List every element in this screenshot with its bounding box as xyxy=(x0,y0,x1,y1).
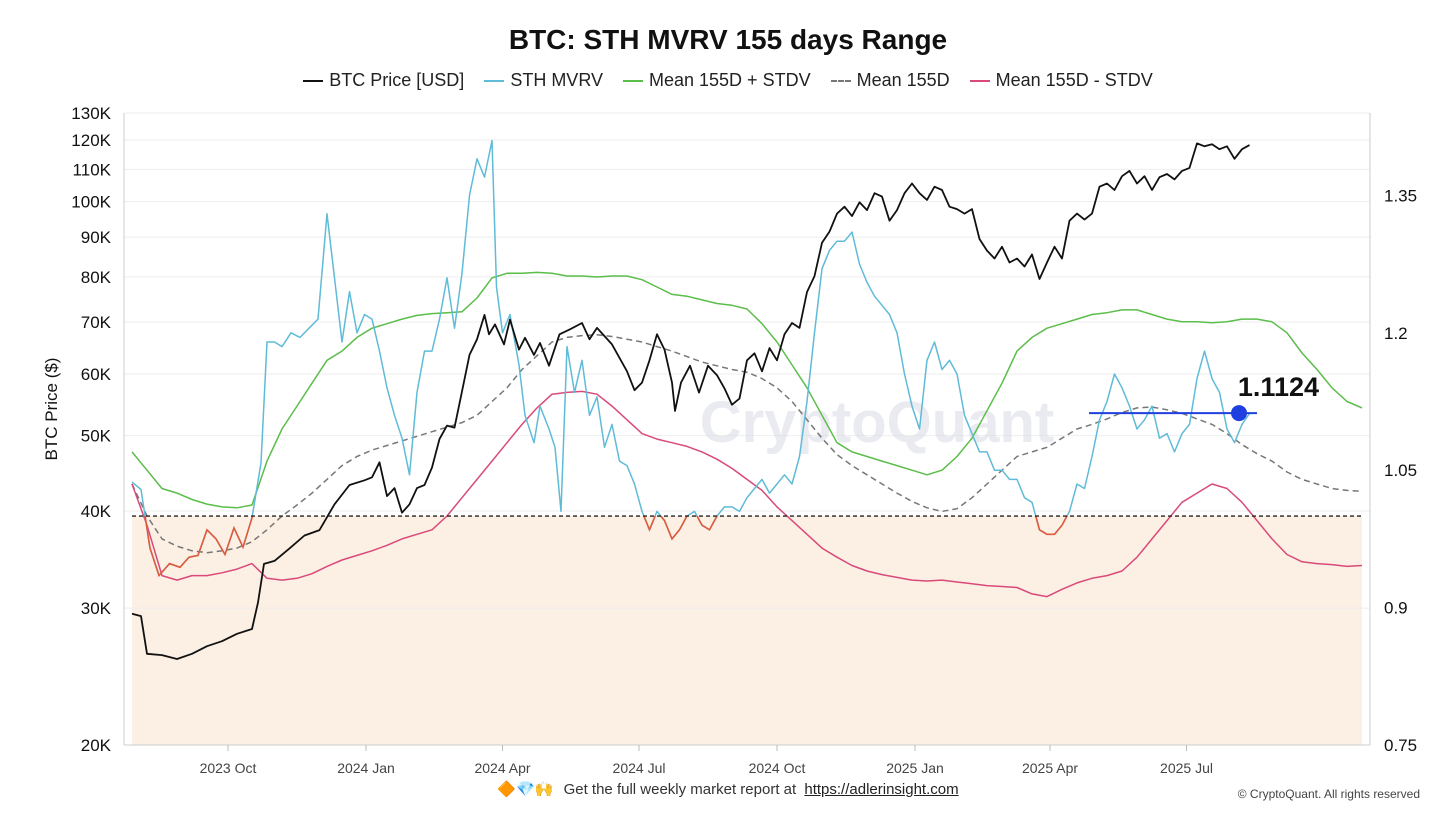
legend-item-btc-price[interactable]: BTC Price [USD] xyxy=(303,70,464,91)
left-tick-label: 110K xyxy=(73,160,112,179)
legend-label-btc-price: BTC Price [USD] xyxy=(329,70,465,90)
x-tick-label: 2025 Jan xyxy=(886,760,944,776)
right-tick-label: 1.35 xyxy=(1384,186,1417,205)
btc-price-line xyxy=(131,142,1250,660)
legend-item-sth-mvrv[interactable]: STH MVRV xyxy=(484,70,603,91)
right-tick-label: 0.75 xyxy=(1384,736,1417,755)
left-tick-label: 120K xyxy=(71,131,111,150)
legend-swatch-mean xyxy=(830,79,851,82)
footer-link[interactable]: https://adlerinsight.com xyxy=(804,781,959,798)
footer: 🔶💎🙌 Get the full weekly market report at… xyxy=(0,780,1456,798)
legend-label-mean: Mean 155D xyxy=(856,70,950,90)
x-tick-label: 2024 Jan xyxy=(337,760,395,776)
legend-swatch-btc-price xyxy=(303,79,324,82)
left-tick-label: 80K xyxy=(81,268,112,287)
y-axis-label: BTC Price ($) xyxy=(42,358,61,461)
sth-mvrv-line xyxy=(131,139,1251,577)
latest-value-dot xyxy=(1231,405,1247,422)
legend-label-mean-plus-stdv: Mean 155D + STDV xyxy=(649,70,811,90)
mean-plus-stdv-line xyxy=(131,271,1363,509)
left-tick-label: 100K xyxy=(71,193,111,212)
left-tick-label: 20K xyxy=(81,736,112,755)
x-tick-label: 2025 Jul xyxy=(1160,760,1213,776)
x-tick-label: 2024 Apr xyxy=(474,760,530,776)
left-tick-label: 70K xyxy=(81,313,112,332)
x-tick-label: 2023 Oct xyxy=(200,760,257,776)
chart-title: BTC: STH MVRV 155 days Range xyxy=(508,24,948,55)
left-tick-label: 30K xyxy=(81,599,112,618)
sth-mvrv-below-threshold-line xyxy=(144,516,1068,578)
legend: BTC Price [USD] STH MVRV Mean 155D + STD… xyxy=(0,70,1456,91)
copyright: © CryptoQuant. All rights reserved xyxy=(1237,787,1420,801)
x-tick-label: 2024 Oct xyxy=(749,760,806,776)
legend-swatch-sth-mvrv xyxy=(484,79,505,82)
left-tick-label: 40K xyxy=(81,502,112,521)
footer-emojis: 🔶💎🙌 xyxy=(497,781,554,798)
left-tick-label: 50K xyxy=(81,427,112,446)
legend-swatch-mean-minus-stdv xyxy=(969,79,990,82)
legend-swatch-mean-plus-stdv xyxy=(623,79,643,82)
left-tick-label: 60K xyxy=(81,365,112,384)
mean-minus-stdv-line xyxy=(131,390,1363,598)
right-tick-label: 1.05 xyxy=(1384,461,1417,480)
x-tick-label: 2024 Jul xyxy=(613,760,666,776)
latest-value-label: 1.1124 xyxy=(1238,372,1319,402)
left-tick-label: 90K xyxy=(81,228,112,247)
right-tick-label: 1.2 xyxy=(1384,324,1408,343)
right-tick-label: 0.9 xyxy=(1384,599,1408,618)
legend-item-mean-minus-stdv[interactable]: Mean 155D - STDV xyxy=(969,70,1153,91)
legend-item-mean-plus-stdv[interactable]: Mean 155D + STDV xyxy=(623,70,811,91)
legend-item-mean[interactable]: Mean 155D xyxy=(830,70,950,91)
legend-label-sth-mvrv: STH MVRV xyxy=(510,70,603,90)
legend-label-mean-minus-stdv: Mean 155D - STDV xyxy=(995,70,1153,90)
watermark: CryptoQuant xyxy=(700,390,1054,455)
left-tick-label: 130K xyxy=(71,104,111,123)
mean-line xyxy=(131,333,1363,554)
x-tick-label: 2025 Apr xyxy=(1022,760,1078,776)
threshold-band xyxy=(132,516,1362,745)
footer-text: Get the full weekly market report at xyxy=(563,781,797,798)
